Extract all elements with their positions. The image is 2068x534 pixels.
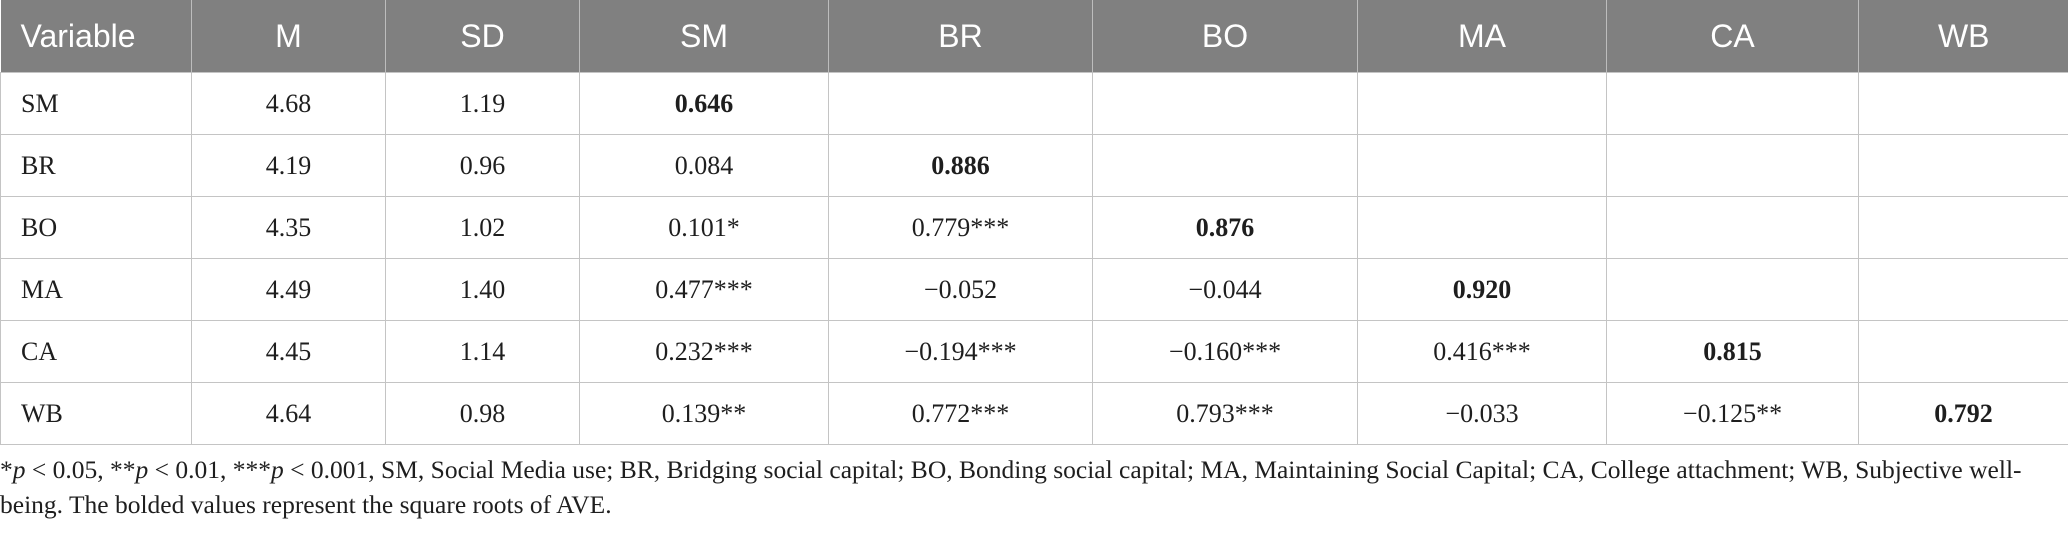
table-row: SM 4.68 1.19 0.646 — [0, 72, 2068, 135]
table-cell — [1357, 134, 1607, 197]
table-cell: 1.40 — [385, 258, 580, 321]
table-cell: CA — [0, 320, 192, 383]
table-footnote: *p < 0.05, **p < 0.01, ***p < 0.001, SM,… — [0, 452, 2050, 522]
table-cell-ave: 0.876 — [1092, 196, 1358, 259]
table-cell-ave: 0.815 — [1606, 320, 1859, 383]
table-cell: 0.139** — [579, 382, 829, 445]
header-cell: BO — [1092, 0, 1358, 73]
table-cell: 0.779*** — [828, 196, 1093, 259]
table-cell: 4.45 — [191, 320, 386, 383]
table-cell: 0.98 — [385, 382, 580, 445]
table-cell: 0.477*** — [579, 258, 829, 321]
table-cell — [1357, 196, 1607, 259]
table-cell: 0.084 — [579, 134, 829, 197]
table-cell: 0.416*** — [1357, 320, 1607, 383]
footnote-lead: * — [0, 455, 13, 484]
table-cell: WB — [0, 382, 192, 445]
header-cell: SM — [579, 0, 829, 73]
footnote-text: < 0.01, *** — [148, 455, 272, 484]
correlation-table: Variable M SD SM BR BO MA CA WB SM 4.68 … — [0, 0, 2068, 445]
table-cell — [1606, 196, 1859, 259]
footnote-p-symbol: p — [135, 455, 149, 484]
header-cell: WB — [1858, 0, 2068, 73]
table-cell — [1092, 134, 1358, 197]
table-cell: 4.19 — [191, 134, 386, 197]
table-cell: SM — [0, 72, 192, 135]
header-cell: SD — [385, 0, 580, 73]
footnote-text: < 0.001, SM, Social Media use; BR, Bridg… — [0, 455, 2022, 519]
table-cell — [1858, 258, 2068, 321]
table-cell: −0.160*** — [1092, 320, 1358, 383]
table-row: CA 4.45 1.14 0.232*** −0.194*** −0.160**… — [0, 320, 2068, 383]
table-cell: 4.64 — [191, 382, 386, 445]
table-cell: 1.02 — [385, 196, 580, 259]
table-row: BR 4.19 0.96 0.084 0.886 — [0, 134, 2068, 197]
header-cell: M — [191, 0, 386, 73]
table-cell — [1357, 72, 1607, 135]
header-row: Variable M SD SM BR BO MA CA WB — [0, 0, 2068, 73]
footnote-p-symbol: p — [271, 455, 284, 484]
table-cell — [1606, 258, 1859, 321]
table-cell: −0.033 — [1357, 382, 1607, 445]
footnote-text: < 0.05, ** — [25, 455, 136, 484]
table-cell: BR — [0, 134, 192, 197]
table-cell — [1092, 72, 1358, 135]
table-cell: −0.194*** — [828, 320, 1093, 383]
table-cell: 4.35 — [191, 196, 386, 259]
table-cell: BO — [0, 196, 192, 259]
table-cell: 1.19 — [385, 72, 580, 135]
table-cell: MA — [0, 258, 192, 321]
table-cell: 1.14 — [385, 320, 580, 383]
table-body: SM 4.68 1.19 0.646 BR 4.19 0.96 0.084 0.… — [0, 72, 2068, 445]
header-cell: BR — [828, 0, 1093, 73]
table-cell: −0.044 — [1092, 258, 1358, 321]
table-cell: −0.125** — [1606, 382, 1859, 445]
correlation-table-container: Variable M SD SM BR BO MA CA WB SM 4.68 … — [0, 0, 2068, 445]
table-cell: 0.772*** — [828, 382, 1093, 445]
table-cell — [1606, 72, 1859, 135]
table-row: WB 4.64 0.98 0.139** 0.772*** 0.793*** −… — [0, 382, 2068, 445]
table-cell: 0.96 — [385, 134, 580, 197]
table-cell: −0.052 — [828, 258, 1093, 321]
table-cell — [1606, 134, 1859, 197]
footnote-p-symbol: p — [12, 455, 26, 484]
table-cell — [1858, 72, 2068, 135]
table-cell-ave: 0.792 — [1858, 382, 2068, 445]
header-cell: MA — [1357, 0, 1607, 73]
table-cell-ave: 0.646 — [579, 72, 829, 135]
table-cell — [1858, 320, 2068, 383]
table-cell: 4.68 — [191, 72, 386, 135]
table-row: MA 4.49 1.40 0.477*** −0.052 −0.044 0.92… — [0, 258, 2068, 321]
table-row: BO 4.35 1.02 0.101* 0.779*** 0.876 — [0, 196, 2068, 259]
table-cell-ave: 0.886 — [828, 134, 1093, 197]
table-cell-ave: 0.920 — [1357, 258, 1607, 321]
table-cell — [1858, 196, 2068, 259]
header-cell: Variable — [0, 0, 192, 73]
table-cell: 0.101* — [579, 196, 829, 259]
table-cell: 4.49 — [191, 258, 386, 321]
table-cell — [1858, 134, 2068, 197]
table-cell — [828, 72, 1093, 135]
table-cell: 0.232*** — [579, 320, 829, 383]
header-cell: CA — [1606, 0, 1859, 73]
table-cell: 0.793*** — [1092, 382, 1358, 445]
